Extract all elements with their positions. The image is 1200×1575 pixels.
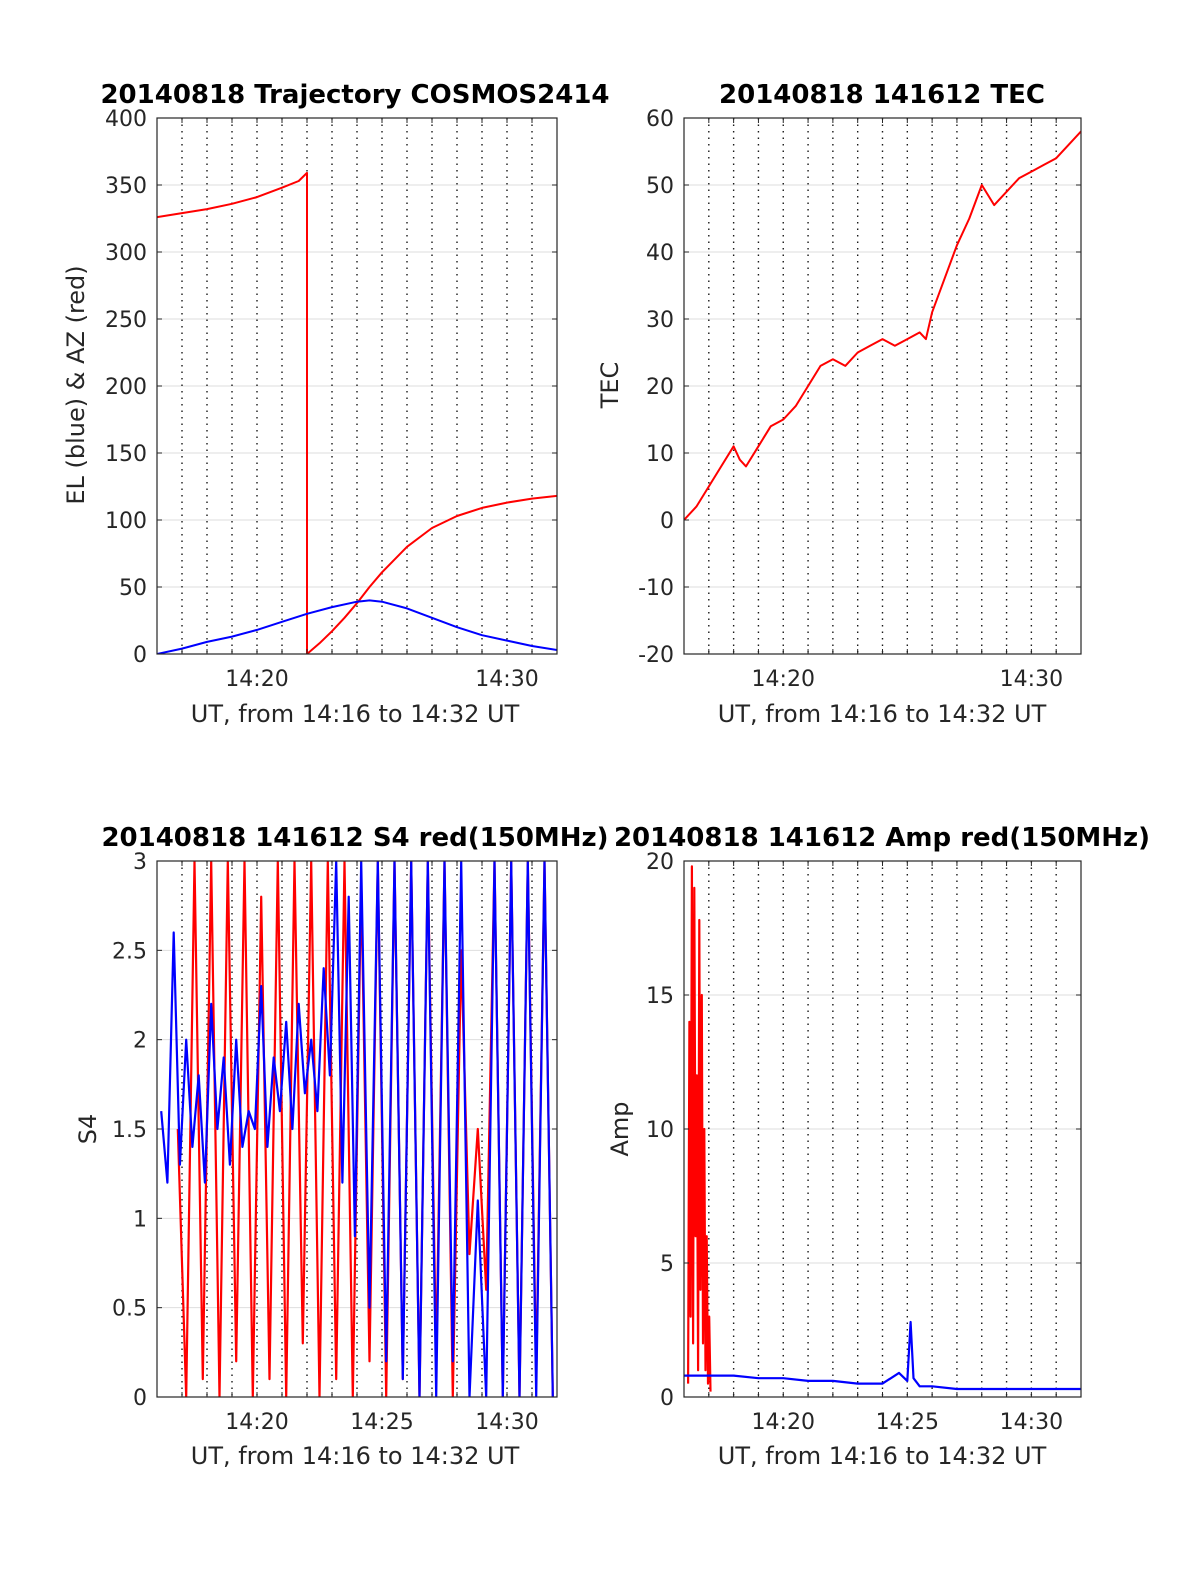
- s4-ytick-label: 2: [133, 1029, 147, 1054]
- s4-xtick-label: 14:25: [350, 1410, 413, 1435]
- trajectory-ylabel: EL (blue) & AZ (red): [62, 265, 90, 504]
- tec-panel: 20140818 141612 TEC TEC UT, from 14:16 t…: [596, 80, 1082, 728]
- s4-ytick-label: 0: [133, 1386, 147, 1411]
- tec-ytick-label: 50: [646, 174, 674, 199]
- s4-axes: 0 0.5 1 1.5 2 2.5 3 14:20 14:25 14:30: [112, 850, 558, 1435]
- amp-ytick-label: 0: [660, 1386, 674, 1411]
- trajectory-ytick-label: 150: [105, 442, 147, 467]
- tec-series-line-0: [684, 130, 1081, 521]
- tec-title: 20140818 141612 TEC: [719, 80, 1045, 110]
- amp-title: 20140818 141612 Amp red(150MHz): [614, 823, 1150, 853]
- s4-xlabel: UT, from 14:16 to 14:32 UT: [191, 1442, 520, 1470]
- s4-panel: 20140818 141612 S4 red(150MHz) S4 UT, fr…: [74, 823, 609, 1470]
- trajectory-series: [157, 171, 557, 654]
- amp-xtick-label: 14:30: [1000, 1410, 1063, 1435]
- trajectory-grid: [157, 117, 557, 655]
- tec-ytick-label: -10: [638, 576, 674, 601]
- amp-ytick-label: 15: [646, 984, 674, 1009]
- trajectory-ytick-label: 350: [105, 174, 147, 199]
- trajectory-axes: 0 50 100 150 200 250 300 350 400 14:20 14:30: [105, 107, 558, 692]
- trajectory-ytick-label: 400: [105, 107, 147, 132]
- tec-ytick-label: 40: [646, 241, 674, 266]
- tec-series: [684, 130, 1081, 521]
- amp-axes: 0 5 10 15 20 14:20 14:25 14:30: [646, 850, 1082, 1435]
- s4-ytick-label: 1: [133, 1207, 147, 1232]
- s4-ylabel: S4: [74, 1114, 102, 1145]
- tec-ytick-label: 60: [646, 107, 674, 132]
- tec-ytick-label: 30: [646, 308, 674, 333]
- trajectory-xtick-label: 14:30: [475, 667, 538, 692]
- amp-series-line-0: [686, 865, 712, 1392]
- tec-xlabel: UT, from 14:16 to 14:32 UT: [718, 700, 1047, 728]
- trajectory-ytick-label: 200: [105, 375, 147, 400]
- tec-ytick-label: 0: [660, 509, 674, 534]
- s4-xtick-label: 14:30: [475, 1410, 538, 1435]
- trajectory-ytick-label: 0: [133, 643, 147, 668]
- amp-xtick-label: 14:20: [752, 1410, 815, 1435]
- tec-ytick-label: 10: [646, 442, 674, 467]
- trajectory-ytick-label: 100: [105, 509, 147, 534]
- s4-series-line-1: [160, 861, 554, 1397]
- trajectory-ytick-label: 300: [105, 241, 147, 266]
- trajectory-xlabel: UT, from 14:16 to 14:32 UT: [191, 700, 520, 728]
- amp-series-line-1: [684, 1320, 1081, 1391]
- tec-ytick-label: 20: [646, 375, 674, 400]
- s4-xtick-label: 14:20: [225, 1410, 288, 1435]
- s4-ytick-label: 2.5: [112, 939, 147, 964]
- amp-xlabel: UT, from 14:16 to 14:32 UT: [718, 1442, 1047, 1470]
- trajectory-series-line-0: [157, 171, 557, 654]
- trajectory-panel: 20140818 Trajectory COSMOS2414 EL (blue)…: [62, 80, 610, 728]
- s4-ytick-label: 1.5: [112, 1118, 147, 1143]
- tec-ylabel: TEC: [596, 362, 624, 410]
- amp-ytick-label: 10: [646, 1118, 674, 1143]
- amp-ylabel: Amp: [606, 1101, 634, 1156]
- tec-axes: -20 -10 0 10 20 30 40 50 60 14:20 14:30: [638, 107, 1082, 692]
- amp-ytick-label: 20: [646, 850, 674, 875]
- trajectory-ytick-label: 250: [105, 308, 147, 333]
- trajectory-series-line-1: [157, 599, 557, 654]
- amp-panel: 20140818 141612 Amp red(150MHz) Amp UT, …: [606, 823, 1150, 1470]
- s4-series: [160, 861, 554, 1397]
- tec-ytick-label: -20: [638, 643, 674, 668]
- trajectory-title: 20140818 Trajectory COSMOS2414: [100, 80, 609, 110]
- tec-xtick-label: 14:30: [1000, 667, 1063, 692]
- amp-ytick-label: 5: [660, 1252, 674, 1277]
- trajectory-xtick-label: 14:20: [225, 667, 288, 692]
- s4-title: 20140818 141612 S4 red(150MHz): [101, 823, 608, 853]
- amp-xtick-label: 14:25: [876, 1410, 939, 1435]
- s4-ytick-label: 3: [133, 850, 147, 875]
- tec-xtick-label: 14:20: [752, 667, 815, 692]
- trajectory-ytick-label: 50: [119, 576, 147, 601]
- s4-ytick-label: 0.5: [112, 1297, 147, 1322]
- amp-series: [684, 865, 1081, 1392]
